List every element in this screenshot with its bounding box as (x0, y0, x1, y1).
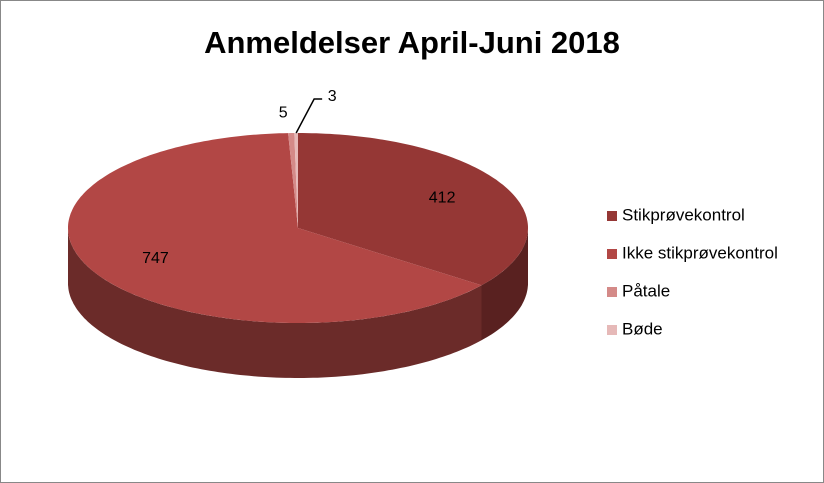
chart-title: Anmeldelser April-Juni 2018 (204, 25, 620, 60)
data-label: 747 (142, 250, 169, 267)
slice (68, 133, 482, 323)
legend-swatch (607, 325, 617, 335)
legend-swatch (607, 287, 617, 297)
data-label: 5 (279, 104, 288, 121)
slice (294, 133, 298, 228)
legend-swatch (607, 211, 617, 221)
legend-label: Påtale (622, 281, 670, 300)
legend-label: Stikprøvekontrol (622, 205, 745, 224)
legend-label: Bøde (622, 319, 663, 338)
slice-side (68, 228, 482, 378)
legend-swatch (607, 249, 617, 259)
legend-label: Ikke stikprøvekontrol (622, 243, 778, 262)
slice (288, 133, 298, 228)
slice-side (481, 228, 528, 341)
slice (298, 133, 528, 286)
leader-line (295, 98, 323, 134)
data-label: 412 (429, 190, 456, 207)
data-label: 3 (328, 88, 337, 105)
